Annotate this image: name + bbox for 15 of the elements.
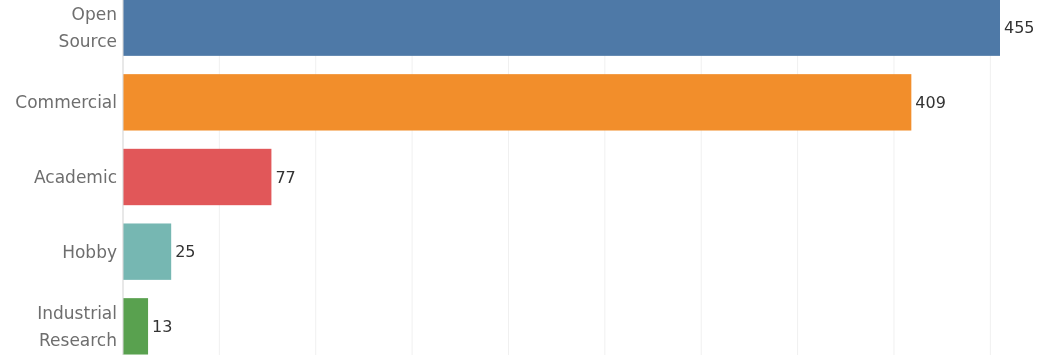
- data-label: 455: [1004, 18, 1035, 38]
- data-label: 77: [275, 167, 296, 187]
- y-tick-label: Commercial: [15, 92, 117, 113]
- bar: [123, 0, 1000, 56]
- bar: [123, 298, 149, 355]
- bar: [123, 148, 272, 206]
- y-tick-label: Hobby: [62, 241, 117, 262]
- y-tick-label: Academic: [34, 166, 117, 187]
- bar: [123, 223, 172, 280]
- data-label: 25: [175, 242, 196, 262]
- data-label: 409: [915, 92, 946, 112]
- bar: [123, 74, 912, 131]
- y-tick-label: Open Source: [58, 4, 117, 52]
- data-label: 13: [152, 316, 173, 336]
- y-tick-label: Industrial Research: [37, 302, 117, 350]
